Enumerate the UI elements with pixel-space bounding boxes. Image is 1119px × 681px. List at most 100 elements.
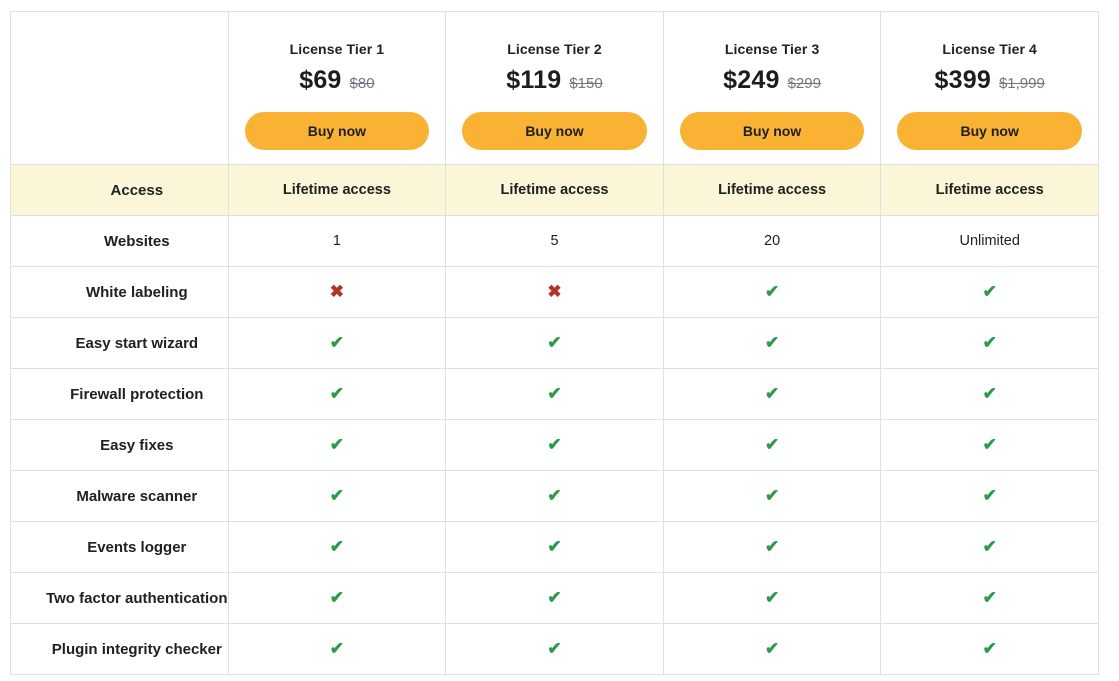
cell-mark: ✖	[445, 266, 664, 318]
check-icon: ✔	[764, 639, 780, 658]
table-row-events-logger: Events logger ✔ ✔ ✔ ✔	[10, 521, 1099, 573]
check-icon: ✔	[982, 435, 997, 454]
feature-label: Easy fixes	[10, 419, 229, 471]
cell-mark: ✔	[445, 419, 664, 471]
check-icon: ✔	[764, 537, 780, 556]
feature-label: Events logger	[10, 521, 229, 573]
check-icon: ✔	[982, 588, 997, 607]
check-icon: ✔	[982, 537, 997, 556]
tier-3-header: License Tier 3 $249 $299 Buy now	[662, 11, 882, 165]
tier-3-price: $249	[723, 66, 780, 94]
tier-2-header: License Tier 2 $119 $150 Buy now	[445, 11, 664, 165]
tier-1-price: $69	[299, 66, 342, 94]
tier-4-name: License Tier 4	[942, 41, 1037, 57]
buy-now-button-tier-4[interactable]: Buy now	[897, 112, 1082, 150]
tier-3-price-line: $249 $299	[680, 66, 865, 95]
cell-mark: ✔	[227, 623, 447, 675]
cell-value: Unlimited	[880, 215, 1099, 267]
tier-1-old-price: $80	[349, 75, 375, 92]
table-row-access: Access Lifetime access Lifetime access L…	[10, 164, 1099, 216]
tier-2-price-line: $119 $150	[462, 66, 647, 95]
feature-label: Malware scanner	[10, 470, 229, 522]
tier-1-header: License Tier 1 $69 $80 Buy now	[227, 11, 447, 165]
check-icon: ✔	[547, 537, 562, 556]
cell-mark: ✔	[662, 266, 882, 318]
tier-1-price-line: $69 $80	[245, 66, 430, 95]
cell-mark: ✔	[880, 317, 1099, 369]
cell-value: Lifetime access	[662, 164, 882, 216]
cell-mark: ✔	[880, 572, 1099, 624]
cell-mark: ✔	[445, 317, 664, 369]
cell-mark: ✔	[445, 623, 664, 675]
check-icon: ✔	[764, 435, 780, 454]
check-icon: ✔	[329, 486, 345, 505]
tier-2-name: License Tier 2	[507, 41, 602, 57]
cell-value: Lifetime access	[880, 164, 1099, 216]
check-icon: ✔	[764, 333, 780, 352]
cell-mark: ✔	[662, 623, 882, 675]
check-icon: ✔	[329, 537, 345, 556]
cell-value: 20	[662, 215, 882, 267]
cell-mark: ✔	[662, 317, 882, 369]
check-icon: ✔	[982, 486, 997, 505]
table-row-websites: Websites 1 5 20 Unlimited	[10, 215, 1099, 267]
table-row-white-labeling: White labeling ✖ ✖ ✔ ✔	[10, 266, 1099, 318]
buy-now-button-tier-3[interactable]: Buy now	[679, 112, 865, 150]
check-icon: ✔	[982, 639, 997, 658]
cell-mark: ✔	[880, 266, 1099, 318]
check-icon: ✔	[982, 384, 997, 403]
tier-1-name: License Tier 1	[289, 41, 385, 57]
header-empty-cell	[10, 11, 229, 165]
check-icon: ✔	[547, 639, 562, 658]
check-icon: ✔	[547, 333, 562, 352]
cell-mark: ✔	[662, 470, 882, 522]
check-icon: ✔	[329, 588, 345, 607]
table-row-malware-scanner: Malware scanner ✔ ✔ ✔ ✔	[10, 470, 1099, 522]
feature-label: Websites	[10, 215, 229, 267]
table-row-firewall-protection: Firewall protection ✔ ✔ ✔ ✔	[10, 368, 1099, 420]
check-icon: ✔	[982, 282, 997, 301]
cell-mark: ✖	[227, 266, 447, 318]
feature-label: Plugin integrity checker	[10, 623, 229, 675]
check-icon: ✔	[547, 486, 562, 505]
cell-mark: ✔	[445, 368, 664, 420]
table-row-plugin-integrity-checker: Plugin integrity checker ✔ ✔ ✔ ✔	[10, 623, 1099, 675]
tier-3-name: License Tier 3	[724, 41, 820, 57]
pricing-table: License Tier 1 $69 $80 Buy now License T…	[10, 11, 1099, 675]
cell-mark: ✔	[227, 521, 447, 573]
check-icon: ✔	[764, 384, 780, 403]
check-icon: ✔	[329, 333, 345, 352]
cell-mark: ✔	[880, 419, 1099, 471]
cell-mark: ✔	[445, 572, 664, 624]
table-row-easy-fixes: Easy fixes ✔ ✔ ✔ ✔	[10, 419, 1099, 471]
check-icon: ✔	[547, 588, 562, 607]
buy-now-button-tier-2[interactable]: Buy now	[462, 112, 647, 150]
feature-label: Firewall protection	[10, 368, 229, 420]
table-row-easy-start-wizard: Easy start wizard ✔ ✔ ✔ ✔	[10, 317, 1099, 369]
cell-mark: ✔	[880, 521, 1099, 573]
cell-mark: ✔	[445, 470, 664, 522]
check-icon: ✔	[764, 588, 780, 607]
cell-mark: ✔	[880, 368, 1099, 420]
check-icon: ✔	[329, 639, 345, 658]
cell-value: 1	[227, 215, 447, 267]
cell-mark: ✔	[445, 521, 664, 573]
cell-mark: ✔	[880, 470, 1099, 522]
tier-4-price: $399	[934, 66, 991, 94]
cross-icon: ✖	[329, 282, 345, 301]
check-icon: ✔	[982, 333, 997, 352]
check-icon: ✔	[329, 384, 345, 403]
feature-label: Easy start wizard	[10, 317, 229, 369]
buy-now-button-tier-1[interactable]: Buy now	[244, 112, 430, 150]
check-icon: ✔	[329, 435, 345, 454]
tier-2-price: $119	[506, 66, 562, 94]
tier-4-price-line: $399 $1,999	[897, 66, 1082, 95]
table-row-two-factor-authentication: Two factor authentication ✔ ✔ ✔ ✔	[10, 572, 1099, 624]
cell-value: Lifetime access	[445, 164, 664, 216]
check-icon: ✔	[547, 435, 562, 454]
tier-4-header: License Tier 4 $399 $1,999 Buy now	[880, 11, 1099, 165]
cell-mark: ✔	[227, 419, 447, 471]
cell-value: Lifetime access	[227, 164, 447, 216]
cross-icon: ✖	[547, 282, 562, 301]
cell-mark: ✔	[662, 419, 882, 471]
